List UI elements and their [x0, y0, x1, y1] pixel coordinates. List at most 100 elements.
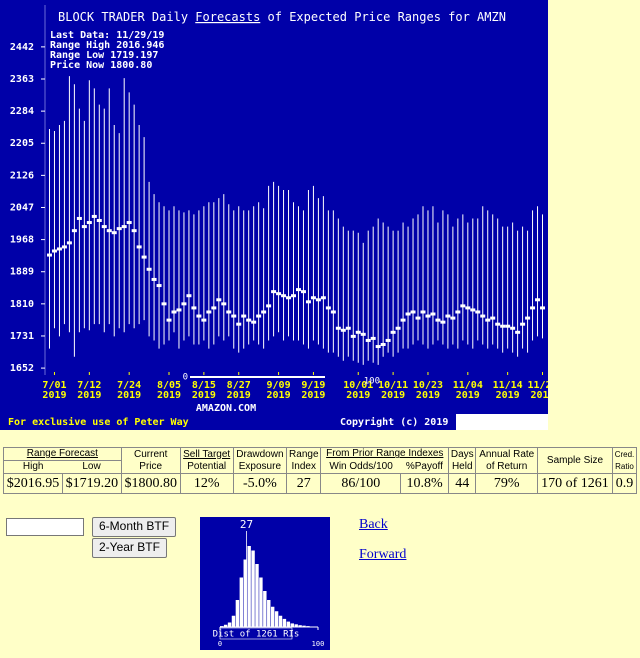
price-dot: [405, 312, 411, 316]
button[interactable]: 2-Year BTF: [92, 538, 167, 558]
header-cell[interactable]: From Prior Range Indexes: [320, 447, 450, 461]
price-dot: [350, 334, 356, 338]
footer-right: Copyright (c) 2019: [340, 416, 448, 428]
header-sub: Win Odds/100: [320, 460, 401, 474]
price-dot: [510, 326, 516, 330]
button[interactable]: 6-Month BTF: [92, 517, 177, 537]
header-cell: Sample Size: [537, 447, 613, 474]
header-text: Ratio: [615, 461, 634, 471]
hist-bar: [239, 577, 244, 627]
price-dot: [66, 241, 72, 245]
hist-bar: [259, 577, 263, 627]
x-tick-label: 9/09: [267, 380, 291, 391]
hist-bar: [263, 591, 267, 627]
blank-box: [456, 414, 548, 430]
price-dot: [490, 316, 496, 320]
price-dot: [315, 298, 321, 302]
price-dot: [136, 245, 142, 249]
price-dot: [261, 310, 267, 314]
price-dot: [266, 304, 272, 308]
price-dot: [106, 229, 112, 233]
index-scale-label: 100: [364, 377, 380, 387]
price-dot: [390, 330, 396, 334]
header-text: Annual Rate: [479, 448, 535, 460]
text-input[interactable]: [6, 518, 84, 536]
price-dot: [236, 322, 242, 326]
header-text[interactable]: Sell Target: [183, 448, 231, 460]
price-dot: [450, 316, 456, 320]
price-dot: [86, 221, 92, 225]
header-sub: High: [3, 460, 63, 474]
source-label: AMAZON.COM: [196, 403, 256, 414]
link[interactable]: Back: [359, 517, 388, 532]
price-dot: [300, 290, 306, 294]
data-cell: 86/100: [320, 473, 402, 494]
hist-bar: [227, 622, 232, 627]
caption-box: [219, 627, 293, 640]
price-dot: [116, 227, 122, 231]
price-dot: [166, 318, 172, 322]
price-dot: [465, 306, 471, 310]
price-dot: [181, 302, 187, 306]
header-sub: Low: [62, 460, 122, 474]
data-cell: 79%: [475, 473, 538, 494]
hist-bar: [298, 625, 302, 627]
y-tick-label: 1652: [10, 363, 34, 374]
price-dot: [320, 296, 326, 300]
price-dot: [420, 310, 426, 314]
x-tick-label: 2019: [77, 390, 101, 401]
x-tick-label: 2019: [301, 390, 325, 401]
price-dot: [385, 338, 391, 342]
hist-bar: [290, 623, 294, 627]
x-tick-label: 2019: [346, 390, 370, 401]
hist-bar: [231, 615, 236, 627]
price-dot: [395, 326, 401, 330]
x-tick-label: 11/14: [493, 380, 523, 391]
price-dot: [400, 318, 406, 322]
price-dot: [111, 231, 117, 235]
header-cell: Annual Rate of Return: [475, 447, 538, 474]
price-dot: [480, 314, 486, 318]
y-tick-label: 1810: [10, 299, 34, 310]
header-cell: Days Held: [448, 447, 477, 474]
price-dot: [206, 310, 212, 314]
x-tick-label: 8/05: [157, 380, 181, 391]
price-dot: [485, 318, 491, 322]
header-cell[interactable]: Range Forecast: [3, 447, 122, 461]
price-dot: [365, 338, 371, 342]
header-text: Cred.: [614, 449, 635, 459]
x-tick-label: 9/19: [301, 380, 325, 391]
header-text[interactable]: Range Forecast: [26, 448, 98, 459]
price-dot: [360, 332, 366, 336]
header-cell[interactable]: Sell Target Potential: [179, 447, 234, 474]
y-tick-label: 2205: [10, 138, 34, 149]
price-dot: [380, 343, 386, 347]
price-dot: [81, 225, 87, 229]
data-cell: 12%: [179, 473, 234, 494]
x-tick-label: 2019: [42, 390, 66, 401]
title-part[interactable]: Forecasts: [195, 10, 260, 24]
y-tick-label: 2442: [10, 42, 34, 53]
data-cell: 170 of 1261: [537, 473, 613, 494]
header-text[interactable]: From Prior Range Indexes: [326, 448, 444, 460]
header-text: Days: [450, 448, 474, 460]
info-line: Range Low 1719.197: [50, 50, 158, 61]
price-dot: [96, 218, 102, 222]
price-dot: [525, 316, 531, 320]
price-dot: [475, 310, 481, 314]
link[interactable]: Forward: [359, 547, 407, 562]
price-dot: [310, 296, 316, 300]
y-tick-label: 2126: [10, 170, 34, 181]
header-text: Drawdown: [236, 448, 284, 460]
y-tick-label: 2284: [10, 106, 34, 117]
price-dot: [61, 245, 67, 249]
x-tick-label: 2019: [496, 390, 520, 401]
hist-bar: [270, 606, 275, 627]
price-dot: [251, 320, 257, 324]
price-dot: [295, 288, 301, 292]
price-dot: [231, 314, 237, 318]
hist-bar: [243, 559, 247, 627]
price-dot: [375, 345, 381, 349]
price-dot: [241, 314, 247, 318]
hist-bar: [235, 600, 240, 627]
